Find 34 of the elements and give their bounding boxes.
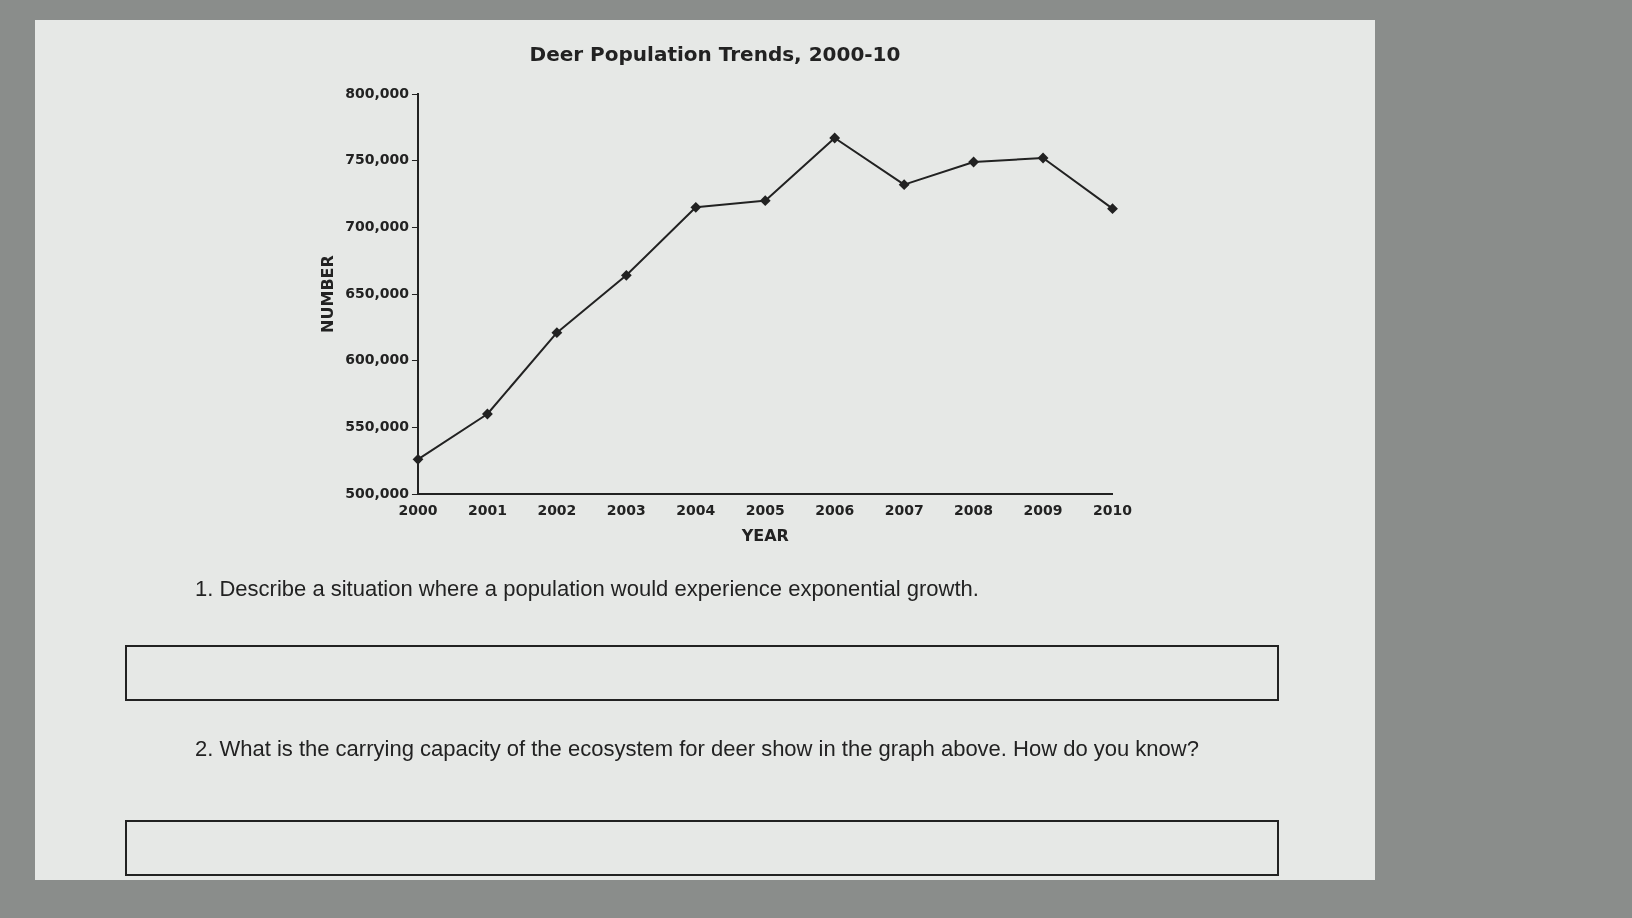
y-tick-label: 650,000	[345, 284, 410, 301]
text: 1. Describe a situation where a population would experience exponential growth.	[195, 575, 980, 603]
y-tick-label: 750,000	[345, 151, 410, 168]
y-tick-label: 550,000	[345, 417, 410, 434]
point	[1038, 153, 1049, 163]
y-tick-label: 700,000	[345, 217, 410, 234]
y-tick-label: 800,000	[345, 84, 410, 101]
x-axis-title: YEAR	[740, 525, 789, 545]
point	[412, 454, 423, 465]
point	[482, 409, 493, 419]
text: 2. What is the carrying capacity of the ecosystem for deer show in the graph above. How do you know?	[195, 735, 1200, 763]
point	[690, 202, 701, 213]
x-tick-label: 2008	[954, 502, 994, 519]
x-tick-label: 2003	[606, 502, 646, 519]
point	[760, 195, 771, 206]
point	[968, 157, 979, 167]
point	[551, 327, 562, 338]
x-tick-label: 2006	[815, 502, 855, 519]
y-tick-label: 600,000	[345, 351, 410, 368]
x-tick-label: 2000	[398, 502, 438, 519]
x-tick-label: 2001	[467, 502, 507, 519]
point	[621, 270, 632, 281]
x-tick-label: 2010	[1093, 502, 1133, 519]
point	[829, 133, 840, 143]
chart-title: Deer Population Trends, 2000-10	[529, 42, 901, 67]
x-tick-label: 2007	[884, 502, 924, 519]
x-tick-label: 2009	[1023, 502, 1063, 519]
point	[1107, 203, 1118, 214]
x-tick-label: 2005	[745, 502, 785, 519]
x-tick-label: 2002	[537, 502, 577, 519]
point	[899, 179, 910, 190]
y-axis-title: NUMBER	[317, 255, 337, 333]
y-tick-label: 500,000	[345, 484, 410, 501]
x-tick-label: 2004	[676, 502, 716, 519]
